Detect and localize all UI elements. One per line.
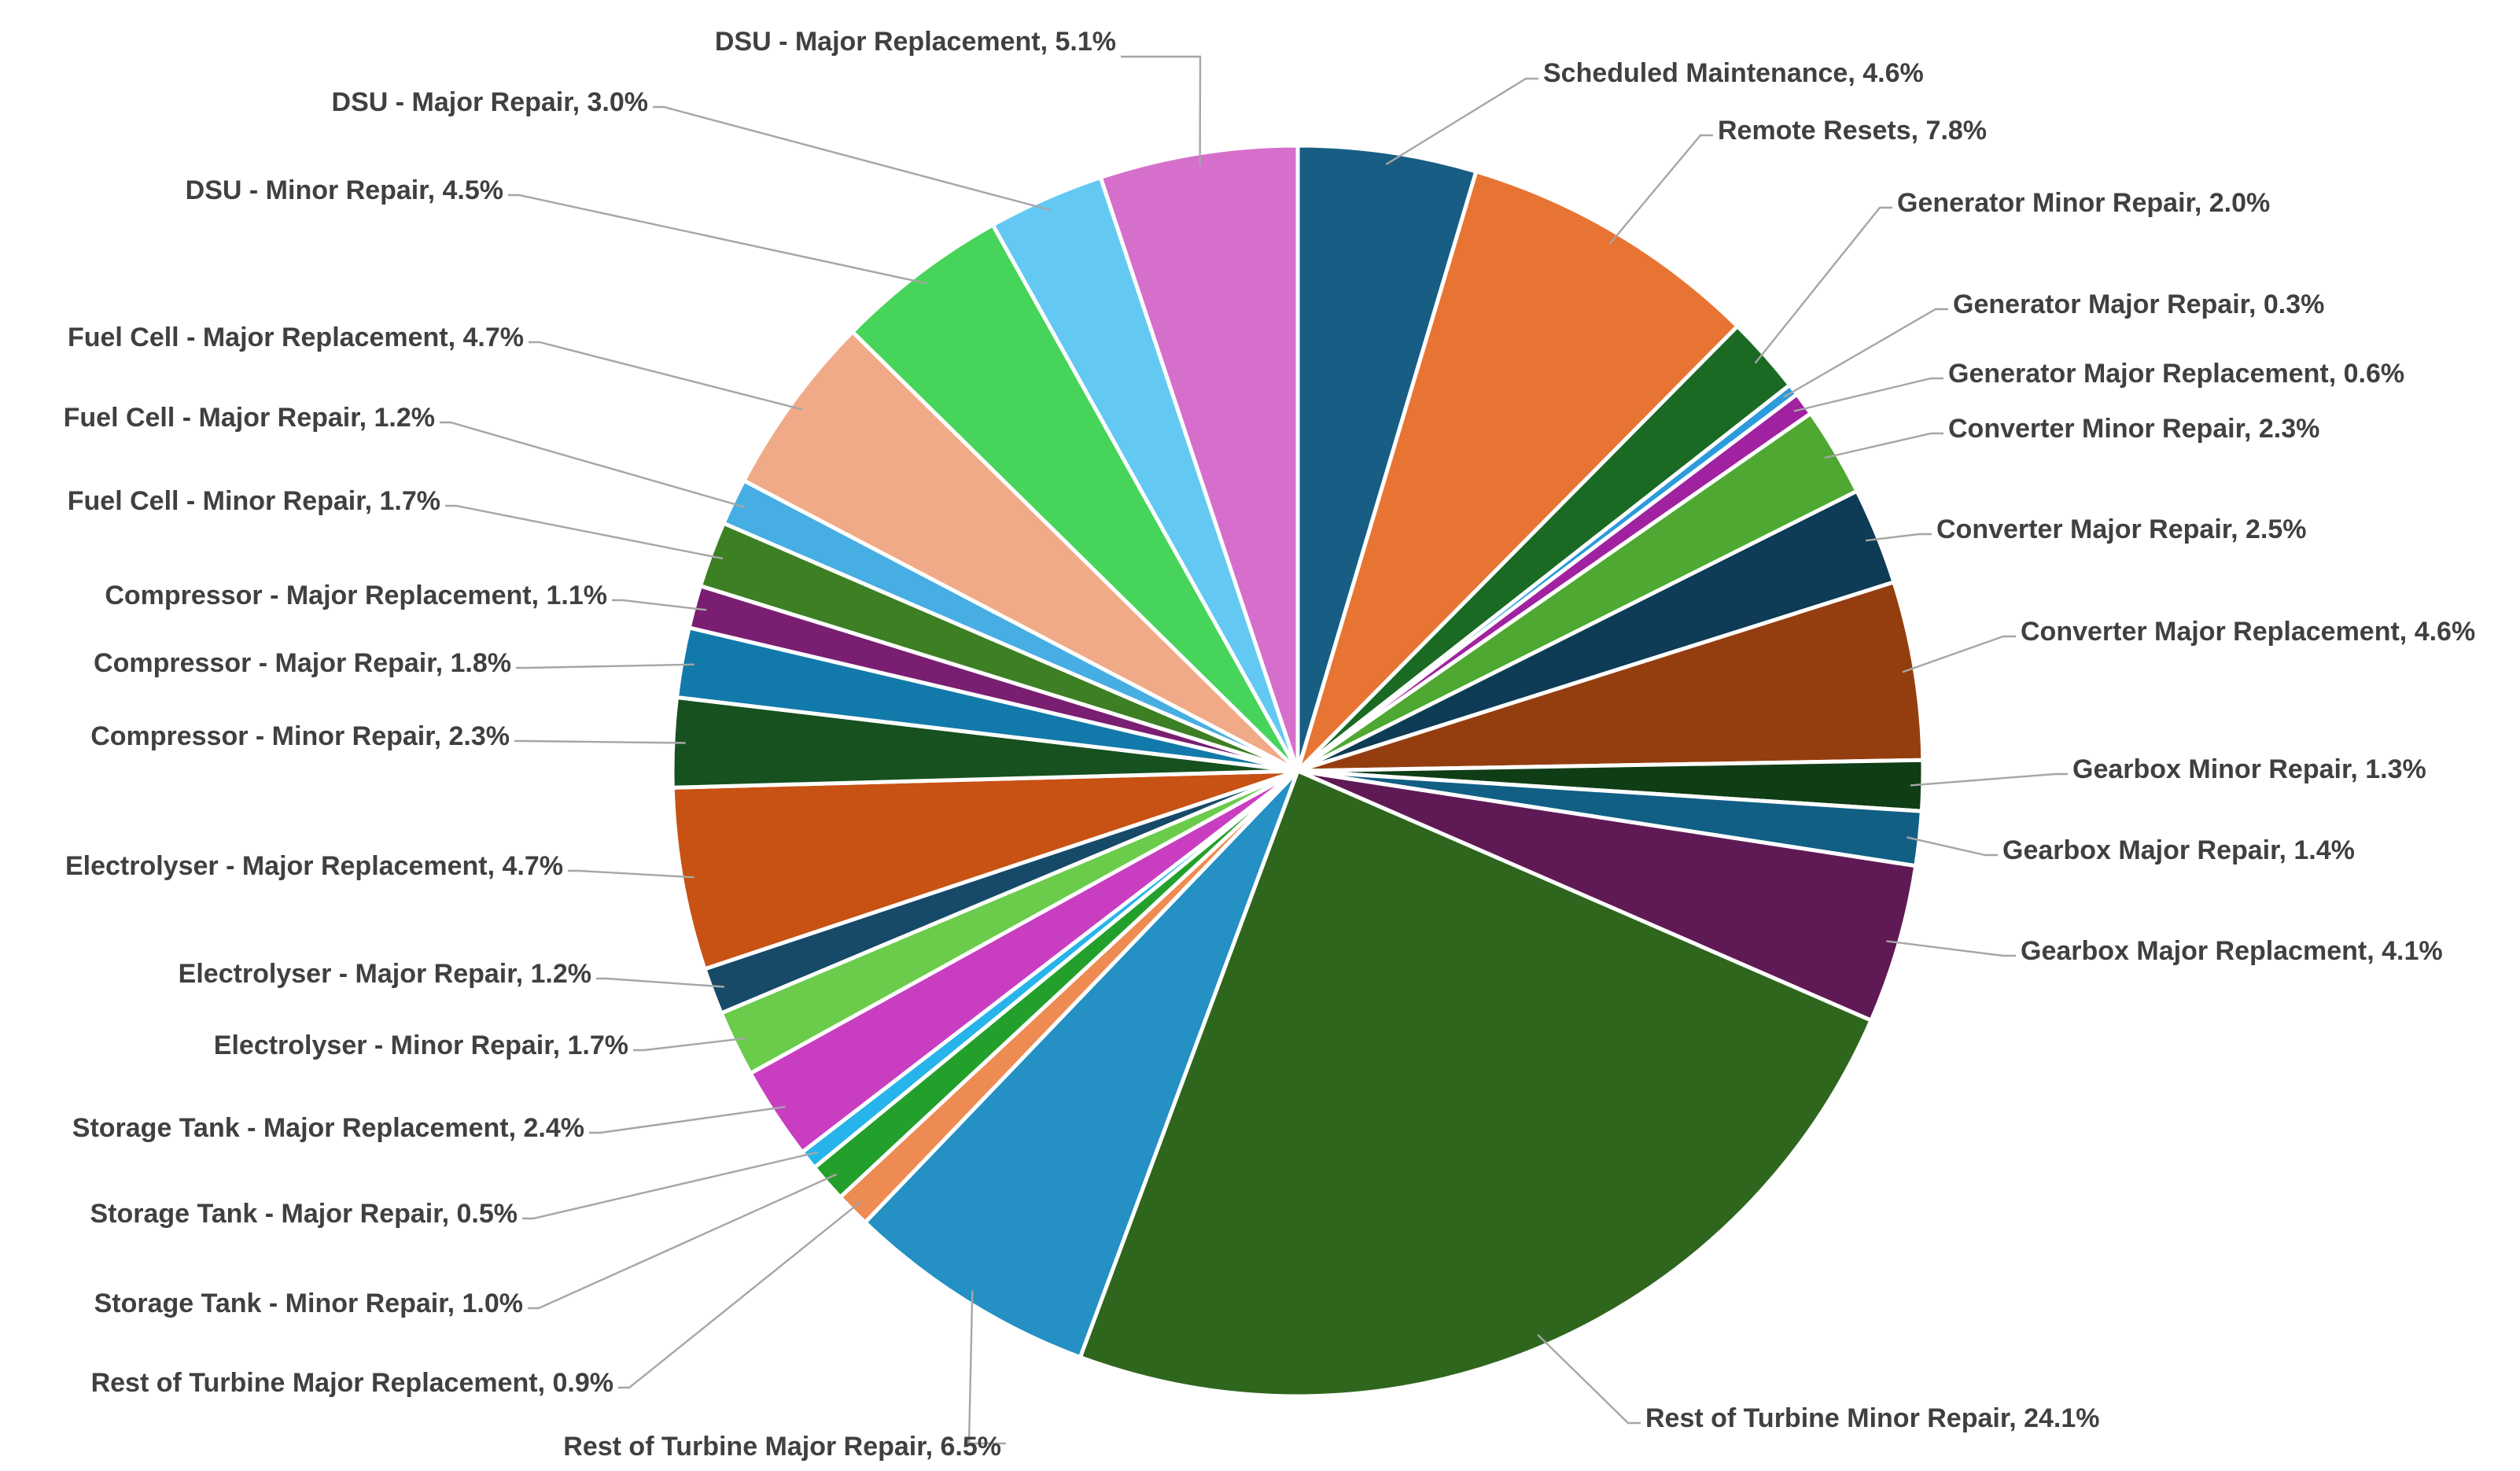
leader-line-generator-major-repair — [1782, 308, 1948, 399]
data-label-compressor-major-replacement: Compressor - Major Replacement, 1.1% — [105, 581, 607, 610]
data-label-gearbox-minor-repair: Gearbox Minor Repair, 1.3% — [2072, 754, 2426, 784]
leader-line-converter-minor-repair — [1824, 432, 1943, 459]
leader-line-rest-of-turbine-major-replacement — [618, 1200, 862, 1389]
data-label-fuel-cell-major-repair: Fuel Cell - Major Repair, 1.2% — [64, 403, 435, 433]
data-label-dsu-major-repair: DSU - Major Repair, 3.0% — [332, 87, 648, 117]
data-label-storage-tank-major-repair: Storage Tank - Major Repair, 0.5% — [90, 1199, 518, 1229]
leader-line-rest-of-turbine-minor-repair — [1537, 1333, 1641, 1425]
data-label-dsu-major-replacement: DSU - Major Replacement, 5.1% — [715, 27, 1116, 57]
pie-slice-converter-major-replacement — [1297, 579, 1925, 773]
data-label-fuel-cell-major-replacement: Fuel Cell - Major Replacement, 4.7% — [68, 323, 524, 352]
data-label-storage-tank-major-replacement: Storage Tank - Major Replacement, 2.4% — [72, 1113, 584, 1143]
leader-line-dsu-major-replacement — [1121, 55, 1202, 166]
data-label-fuel-cell-minor-repair: Fuel Cell - Minor Repair, 1.7% — [68, 486, 440, 516]
leader-line-electrolyser-major-replacement — [568, 869, 694, 879]
leader-line-remote-resets — [1609, 134, 1713, 245]
leader-line-dsu-minor-repair — [508, 194, 927, 285]
leader-line-gearbox-minor-repair — [1910, 772, 2068, 787]
pie-slice-gearbox-major-replacment — [1297, 769, 1918, 1023]
leader-line-storage-tank-major-replacement — [589, 1105, 786, 1134]
leader-line-converter-major-repair — [1865, 533, 1932, 542]
data-label-rest-of-turbine-major-repair: Rest of Turbine Major Repair, 6.5% — [563, 1432, 1001, 1462]
pie-slice-rest-of-turbine-major-repair — [862, 769, 1300, 1360]
leader-line-fuel-cell-major-repair — [440, 421, 746, 508]
pie-slice-remote-resets — [1295, 168, 1741, 772]
data-label-electrolyser-major-repair: Electrolyser - Major Repair, 1.2% — [179, 959, 591, 989]
data-label-dsu-minor-repair: DSU - Minor Repair, 4.5% — [186, 175, 503, 205]
pie-slice-electrolyser-major-replacement — [670, 769, 1299, 972]
data-label-converter-major-repair: Converter Major Repair, 2.5% — [1936, 514, 2307, 544]
leader-line-generator-major-replacement — [1793, 377, 1943, 412]
leader-line-compressor-major-repair — [516, 663, 694, 669]
data-label-generator-major-repair: Generator Major Repair, 0.3% — [1953, 289, 2324, 319]
data-label-gearbox-major-repair: Gearbox Major Repair, 1.4% — [2002, 835, 2355, 865]
data-label-generator-major-replacement: Generator Major Replacement, 0.6% — [1948, 359, 2404, 389]
leader-line-gearbox-major-repair — [1907, 836, 1998, 857]
data-label-scheduled-maintenance: Scheduled Maintenance, 4.6% — [1543, 58, 1924, 88]
leader-line-converter-major-replacement — [1902, 635, 2016, 673]
leader-line-electrolyser-minor-repair — [633, 1037, 747, 1052]
leader-line-generator-minor-repair — [1754, 206, 1892, 364]
leader-line-fuel-cell-major-replacement — [529, 341, 803, 411]
data-label-gearbox-major-replacment: Gearbox Major Replacment, 4.1% — [2021, 936, 2443, 966]
data-label-compressor-major-repair: Compressor - Major Repair, 1.8% — [94, 648, 511, 678]
data-label-rest-of-turbine-minor-repair: Rest of Turbine Minor Repair, 24.1% — [1645, 1403, 2100, 1433]
leader-line-storage-tank-major-repair — [522, 1151, 819, 1220]
label-leader-lines — [440, 55, 2068, 1445]
leader-line-fuel-cell-minor-repair — [445, 504, 724, 560]
pie-slice-dsu-minor-repair — [849, 222, 1300, 772]
data-label-rest-of-turbine-major-replacement: Rest of Turbine Major Replacement, 0.9% — [91, 1368, 613, 1398]
data-label-electrolyser-major-replacement: Electrolyser - Major Replacement, 4.7% — [65, 851, 563, 881]
pie-slice-dsu-major-replacement — [1098, 143, 1300, 772]
leader-line-gearbox-major-replacment — [1886, 940, 2016, 957]
pie-slice-fuel-cell-major-replacement — [741, 329, 1299, 773]
leader-line-scheduled-maintenance — [1385, 77, 1538, 166]
leader-line-compressor-major-replacement — [612, 599, 707, 611]
leader-line-electrolyser-major-repair — [596, 977, 724, 988]
data-label-generator-minor-repair: Generator Minor Repair, 2.0% — [1897, 188, 2270, 218]
data-label-compressor-minor-repair: Compressor - Minor Repair, 2.3% — [90, 721, 510, 751]
data-labels: Scheduled Maintenance, 4.6% Remote Resets… — [64, 27, 2476, 1462]
pie-slices — [670, 143, 1925, 1399]
pie-slice-rest-of-turbine-minor-repair — [1078, 768, 1874, 1399]
leader-line-rest-of-turbine-major-repair — [967, 1290, 1006, 1445]
data-label-storage-tank-minor-repair: Storage Tank - Minor Repair, 1.0% — [94, 1289, 523, 1318]
data-label-converter-minor-repair: Converter Minor Repair, 2.3% — [1948, 414, 2319, 444]
leader-line-compressor-minor-repair — [514, 739, 686, 744]
leader-line-dsu-major-repair — [653, 105, 1052, 212]
data-label-remote-resets: Remote Resets, 7.8% — [1718, 116, 1987, 146]
data-label-electrolyser-minor-repair: Electrolyser - Minor Repair, 1.7% — [214, 1030, 628, 1060]
data-label-converter-major-replacement: Converter Major Replacement, 4.6% — [2021, 617, 2475, 647]
leader-line-storage-tank-minor-repair — [528, 1173, 837, 1310]
